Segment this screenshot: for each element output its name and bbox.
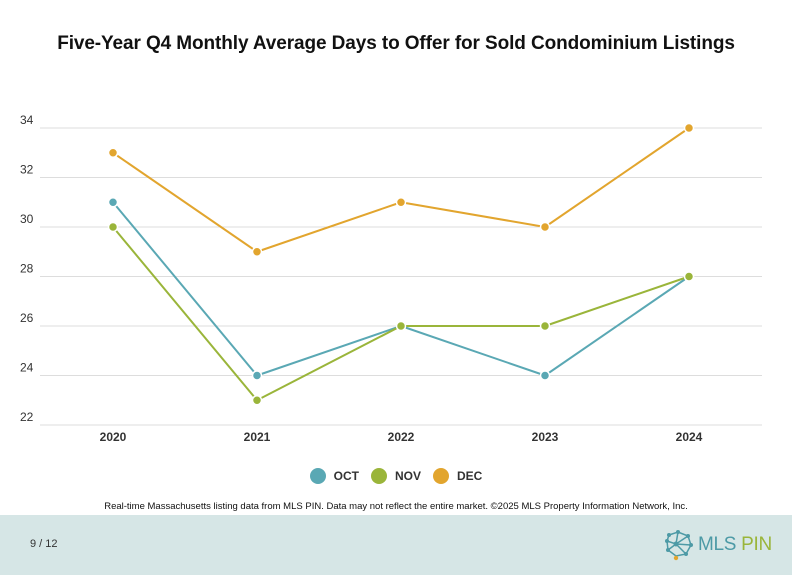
grid-lines — [40, 127, 762, 426]
page-number: 9 / 12 — [30, 538, 58, 550]
y-axis-ticks: 22 24 26 28 30 32 34 — [20, 113, 34, 424]
data-point-dec-2024[interactable] — [683, 122, 695, 134]
x-tick-label-2020: 2020 — [100, 430, 127, 444]
data-point-dec-2020[interactable] — [107, 147, 119, 158]
data-point-dec-2021[interactable] — [251, 246, 263, 257]
logo-text-pin: PIN — [741, 534, 772, 555]
legend-label-oct: OCT — [333, 469, 359, 483]
logo-text-mls: MLS — [698, 534, 737, 555]
x-axis-ticks: 2020 2021 2022 2023 2024 — [100, 430, 703, 444]
x-tick-label-2021: 2021 — [244, 430, 271, 444]
data-point-dec-2022[interactable] — [395, 197, 407, 208]
logo-wordmark: MLS PIN — [698, 534, 772, 556]
series-nov — [107, 221, 695, 406]
series-line-nov — [112, 226, 690, 402]
data-point-nov-2020[interactable] — [107, 221, 119, 233]
data-point-nov-2023[interactable] — [539, 320, 551, 332]
data-point-oct-2023[interactable] — [539, 370, 551, 381]
legend: OCT NOV DEC — [0, 468, 792, 484]
legend-swatch-nov — [370, 468, 387, 484]
data-point-nov-2024[interactable] — [683, 271, 695, 282]
x-tick-label-2023: 2023 — [532, 430, 559, 444]
y-tick-label-34: 34 — [20, 113, 34, 127]
mls-pin-logo[interactable]: MLS PIN — [664, 529, 772, 561]
source-note: Real-time Massachusetts listing data fro… — [104, 501, 688, 512]
y-tick-label-30: 30 — [20, 212, 34, 226]
legend-label-nov: NOV — [394, 469, 421, 483]
data-point-dec-2023[interactable] — [539, 221, 551, 233]
legend-item-nov[interactable]: NOV — [370, 468, 421, 484]
y-tick-label-28: 28 — [20, 262, 34, 276]
x-tick-label-2024: 2024 — [676, 430, 703, 444]
footer-bar: 9 / 12 MLS PIN — [0, 515, 792, 575]
legend-swatch-dec — [433, 468, 449, 484]
legend-swatch-oct — [309, 468, 326, 484]
line-chart: 22 24 26 28 30 32 34 2020 2021 2022 2023 2024 — [20, 113, 762, 444]
network-logo-icon — [665, 530, 693, 561]
x-tick-label-2022: 2022 — [388, 430, 415, 444]
series-dec — [107, 122, 695, 257]
y-tick-label-32: 32 — [20, 163, 34, 177]
data-point-nov-2021[interactable] — [251, 395, 263, 406]
data-point-oct-2021[interactable] — [251, 370, 263, 381]
chart-title: Five-Year Q4 Monthly Average Days to Off… — [57, 33, 735, 54]
data-point-nov-2022[interactable] — [395, 320, 407, 332]
legend-label-dec: DEC — [457, 469, 483, 483]
series-oct — [107, 197, 695, 381]
legend-item-oct[interactable]: OCT — [309, 468, 359, 484]
series-line-oct — [112, 201, 690, 377]
y-tick-label-26: 26 — [20, 311, 34, 325]
legend-item-dec[interactable]: DEC — [433, 468, 482, 484]
y-tick-label-24: 24 — [20, 361, 34, 375]
data-point-oct-2020[interactable] — [107, 197, 119, 208]
y-tick-label-22: 22 — [20, 410, 34, 424]
series-line-dec — [112, 127, 690, 253]
series-lines — [107, 122, 695, 406]
